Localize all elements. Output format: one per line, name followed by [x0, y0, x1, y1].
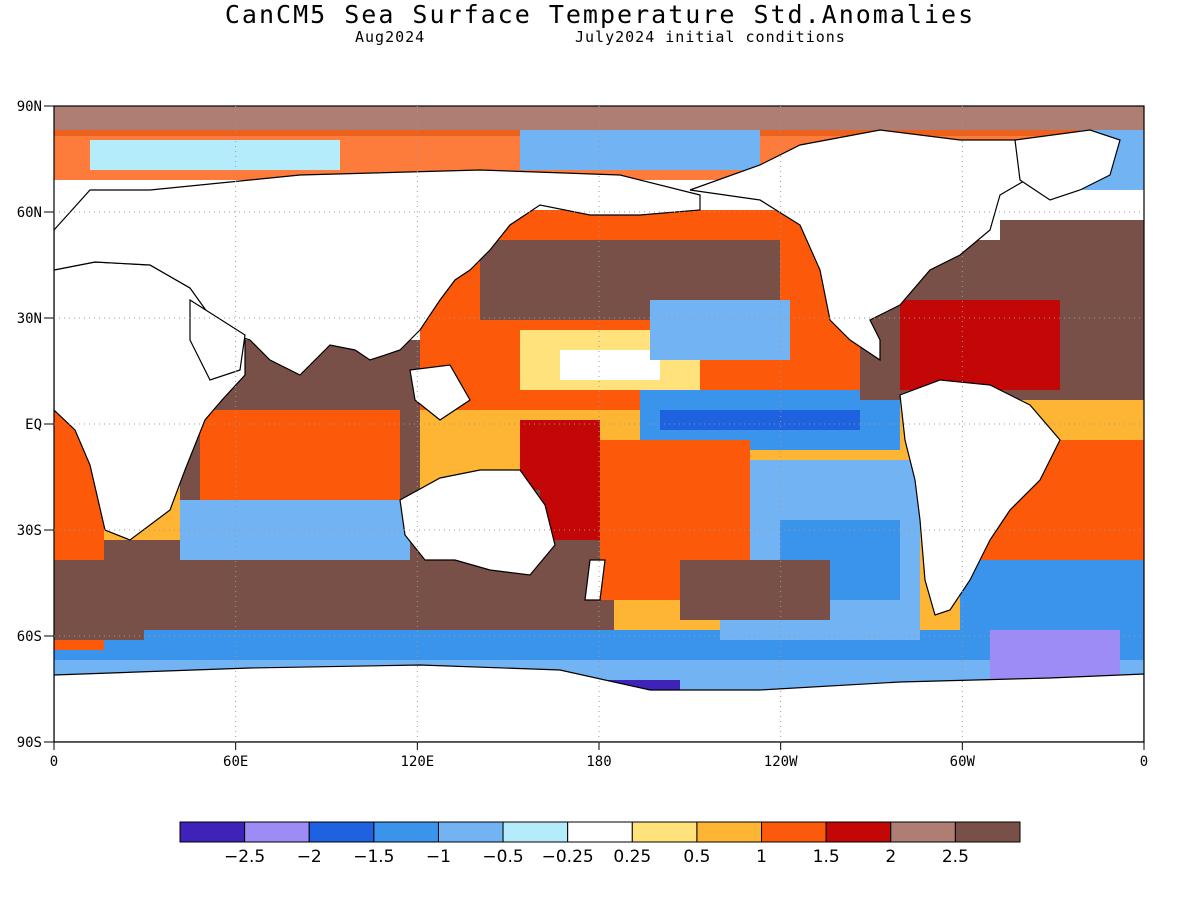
lon-tick-label: 180	[586, 754, 611, 770]
graticule	[54, 106, 1144, 742]
lon-tick-label: 0	[50, 754, 58, 770]
lat-tick-label: EQ	[25, 417, 42, 433]
colorbar-swatch	[308, 821, 375, 843]
initial-conditions: July2024 initial conditions	[575, 28, 846, 46]
colorbar-swatch	[502, 821, 569, 843]
latitude-axis: 90N 60N 30N EQ 30S 60S 90S	[17, 99, 54, 751]
colorbar-tick-label: −1.5	[353, 847, 394, 867]
colorbar-swatch	[761, 821, 827, 843]
lon-tick-label: 60E	[223, 754, 248, 770]
colorbar-swatch	[179, 821, 246, 843]
colorbar-tick-label: −0.25	[542, 847, 594, 867]
colorbar-tick-label: −2	[297, 847, 322, 867]
colorbar-swatch	[890, 821, 956, 843]
longitude-axis: 0 60E 120E 180 120W 60W 0	[50, 742, 1148, 770]
colorbar-tick-label: 1	[756, 847, 767, 867]
lon-tick-label: 120E	[400, 754, 434, 770]
colorbar-swatch	[825, 821, 892, 843]
colorbar-tick-label: −1	[426, 847, 451, 867]
lat-tick-label: 90S	[17, 735, 42, 751]
colorbar-tick-label: 0.25	[613, 847, 651, 867]
colorbar-swatch	[631, 821, 698, 843]
lon-tick-label: 0	[1140, 754, 1148, 770]
colorbar-tick-label: 2.5	[942, 847, 969, 867]
lat-tick-label: 60S	[17, 629, 42, 645]
lat-tick-label: 90N	[17, 99, 42, 115]
land-masses	[54, 129, 1144, 742]
lon-tick-label: 120W	[764, 754, 798, 770]
lat-tick-label: 30S	[17, 523, 42, 539]
colorbar-tick-label: −2.5	[224, 847, 265, 867]
forecast-month: Aug2024	[355, 28, 426, 46]
colorbar-tick-label: 2	[885, 847, 896, 867]
colorbar-tick-label: −0.5	[482, 847, 523, 867]
colorbar-swatch	[437, 821, 504, 843]
colorbar-swatch	[244, 821, 310, 843]
colorbar-tick-label: 1.5	[813, 847, 840, 867]
colorbar: −2.5 −2 −1.5 −1 −0.5 −0.25 0.25 0.5 1 1.5 2 2.5	[179, 821, 1021, 867]
colorbar-swatch	[567, 821, 633, 843]
lat-tick-label: 60N	[17, 205, 42, 221]
lon-tick-label: 60W	[950, 754, 976, 770]
colorbar-swatch	[954, 821, 1021, 843]
colorbar-swatch	[373, 821, 439, 843]
colorbar-tick-label: 0.5	[683, 847, 710, 867]
colorbar-swatch	[696, 821, 763, 843]
map-title: CanCM5 Sea Surface Temperature Std.Anoma…	[224, 0, 976, 29]
lat-tick-label: 30N	[17, 311, 42, 327]
